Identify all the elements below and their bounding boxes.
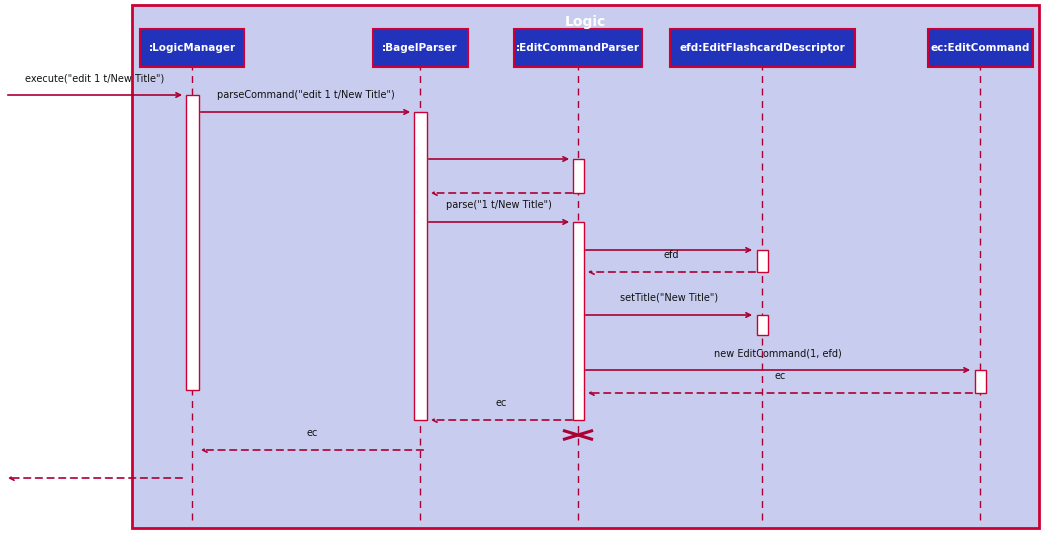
Text: parseCommand("edit 1 t/New Title"): parseCommand("edit 1 t/New Title") [216, 90, 395, 100]
Text: :EditCommandParser: :EditCommandParser [516, 43, 640, 53]
Text: execute("edit 1 t/New Title"): execute("edit 1 t/New Title") [25, 73, 165, 83]
FancyBboxPatch shape [927, 29, 1033, 67]
FancyBboxPatch shape [413, 112, 427, 420]
Text: :LogicManager: :LogicManager [148, 43, 236, 53]
Text: ec: ec [496, 398, 507, 408]
Text: efd:EditFlashcardDescriptor: efd:EditFlashcardDescriptor [680, 43, 845, 53]
Text: parse("1 t/New Title"): parse("1 t/New Title") [446, 200, 552, 210]
Text: Logic: Logic [565, 15, 606, 29]
Text: :BagelParser: :BagelParser [382, 43, 457, 53]
FancyBboxPatch shape [572, 159, 584, 193]
FancyBboxPatch shape [514, 29, 642, 67]
FancyBboxPatch shape [757, 315, 767, 335]
Text: efd: efd [664, 250, 680, 260]
Text: ec:EditCommand: ec:EditCommand [930, 43, 1029, 53]
FancyBboxPatch shape [186, 95, 198, 390]
FancyBboxPatch shape [373, 29, 468, 67]
Text: setTitle("New Title"): setTitle("New Title") [620, 293, 718, 303]
FancyBboxPatch shape [669, 29, 854, 67]
FancyBboxPatch shape [974, 370, 986, 393]
Text: ec: ec [306, 428, 317, 438]
Text: ec: ec [775, 371, 786, 381]
FancyBboxPatch shape [132, 5, 1039, 528]
FancyBboxPatch shape [140, 29, 244, 67]
Text: new EditCommand(1, efd): new EditCommand(1, efd) [714, 348, 841, 358]
FancyBboxPatch shape [757, 250, 767, 272]
FancyBboxPatch shape [572, 222, 584, 420]
